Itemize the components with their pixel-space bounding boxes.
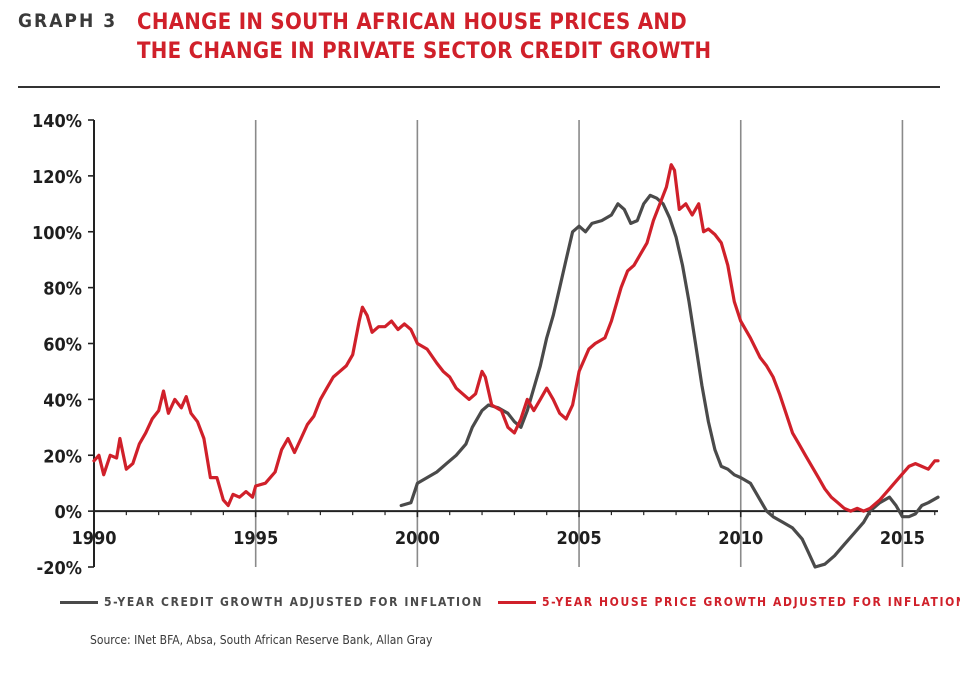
- x-tick-label: 2000: [395, 528, 440, 549]
- x-tick-label: 2005: [557, 528, 602, 549]
- x-tick-label: 1990: [71, 528, 116, 549]
- y-tick-label: -20%: [37, 558, 82, 579]
- y-tick-label: 0%: [55, 502, 83, 523]
- y-tick-label: 20%: [43, 446, 82, 467]
- legend-swatch-credit: [60, 600, 98, 604]
- x-tick-label: 1995: [233, 528, 278, 549]
- source-note: Source: INet BFA, Absa, South African Re…: [90, 633, 433, 647]
- y-tick-label: 80%: [43, 279, 82, 300]
- chart-title-line-1: CHANGE IN SOUTH AFRICAN HOUSE PRICES AND: [137, 10, 688, 35]
- grid-lines: [254, 120, 904, 567]
- y-tick-label: 60%: [43, 335, 82, 356]
- y-tick-label: 120%: [32, 167, 82, 188]
- y-tick-label: 100%: [32, 223, 82, 244]
- legend-item-credit: 5-YEAR CREDIT GROWTH ADJUSTED FOR INFLAT…: [60, 595, 483, 609]
- series-line-house-price-growth: [92, 163, 940, 513]
- legend-label-house: 5-YEAR HOUSE PRICE GROWTH ADJUSTED FOR I…: [542, 595, 960, 609]
- y-tick-label: 40%: [43, 390, 82, 411]
- x-tick-label: 2010: [718, 528, 763, 549]
- y-tick-label: 140%: [32, 111, 82, 132]
- chart-legend: 5-YEAR CREDIT GROWTH ADJUSTED FOR INFLAT…: [60, 595, 960, 615]
- legend-label-credit: 5-YEAR CREDIT GROWTH ADJUSTED FOR INFLAT…: [104, 595, 484, 609]
- legend-item-house: 5-YEAR HOUSE PRICE GROWTH ADJUSTED FOR I…: [498, 595, 960, 609]
- axes: -20% 0% 20% 40% 60% 80% 100% 120% 140% 1990 1995 20…: [32, 111, 938, 579]
- chart-title: CHANGE IN SOUTH AFRICAN HOUSE PRICES AND…: [137, 8, 937, 66]
- series-line-credit-growth: [399, 193, 940, 569]
- line-chart: -20% 0% 20% 40% 60% 80% 100% 120% 140% 1990 1995 20…: [32, 111, 940, 579]
- chart-title-line-2: THE CHANGE IN PRIVATE SECTOR CREDIT GROW…: [137, 39, 712, 64]
- legend-swatch-house: [498, 600, 536, 604]
- graph-label: GRAPH 3: [18, 10, 118, 32]
- x-tick-label: 2015: [880, 528, 925, 549]
- series-lines: [92, 163, 940, 569]
- title-divider: [18, 86, 940, 88]
